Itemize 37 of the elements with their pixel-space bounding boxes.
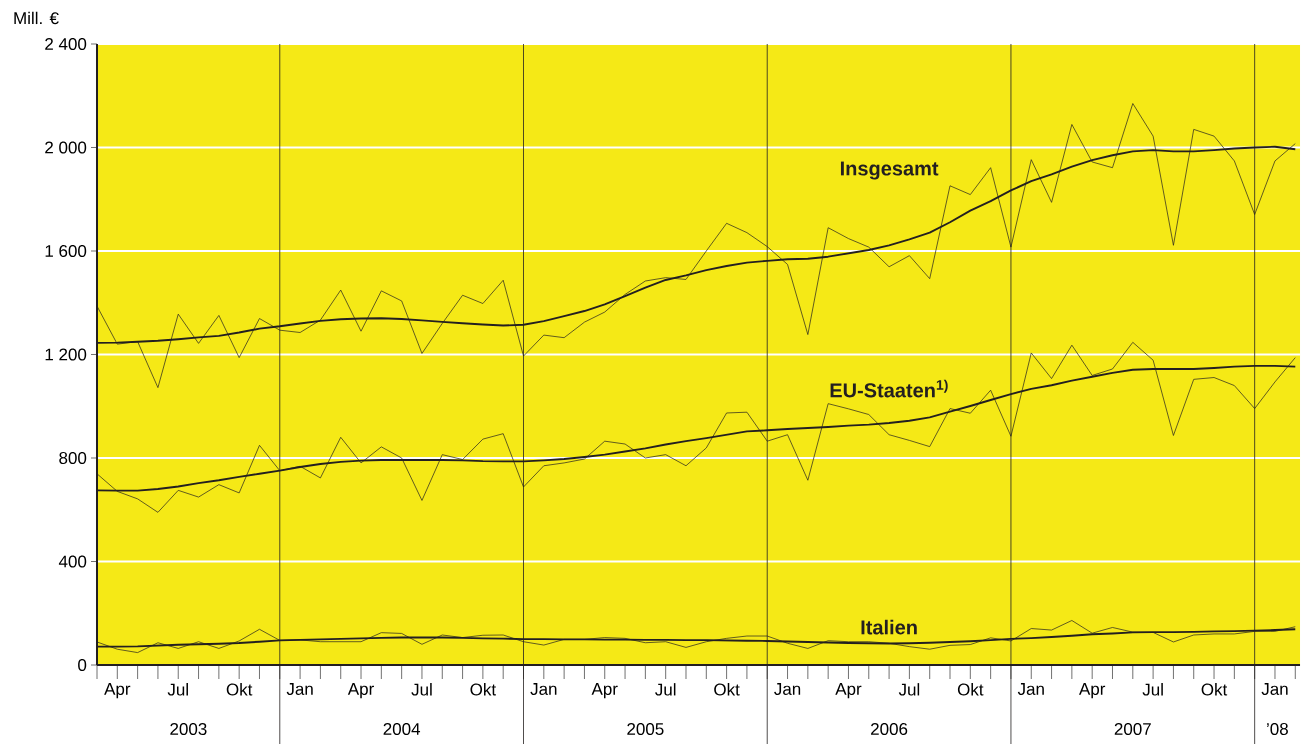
series-label: Italien	[861, 619, 917, 635]
x-tick-label: Jan	[774, 683, 801, 695]
x-tick-label: Jul	[411, 683, 432, 696]
text: 2006	[871, 722, 908, 736]
text: Insgesamt	[840, 161, 939, 180]
x-tick-label: Jul	[167, 683, 188, 696]
y-tick-label: 2 000	[45, 141, 87, 154]
y-tick-label: 400	[58, 555, 87, 568]
x-tick-label: Apr	[104, 683, 131, 699]
text: 2007	[1114, 722, 1151, 736]
x-tick-label: Jan	[1261, 683, 1288, 695]
text: 2005	[627, 722, 664, 736]
x-tick-label: Okt	[957, 683, 984, 696]
x-tick-label: Okt	[714, 683, 740, 696]
y-tick-label: 800	[59, 451, 87, 465]
y-tick-label: 2 400	[45, 37, 87, 51]
y-tick-label: 1 600	[45, 244, 87, 258]
x-tick-label: Jan	[286, 683, 313, 695]
y-tick-label: 0	[78, 658, 87, 672]
text: ’08	[1267, 722, 1288, 736]
x-tick-label: Okt	[226, 683, 253, 696]
text: 2003	[170, 722, 207, 736]
x-tick-label: Apr	[1078, 683, 1106, 699]
x-tick-label: Jan	[530, 683, 557, 695]
x-tick-label: Jan	[1017, 683, 1044, 695]
x-tick-label: Apr	[591, 683, 618, 699]
x-tick-label: Jul	[655, 683, 676, 696]
y-tick-label: 1 200	[45, 348, 87, 361]
x-tick-label: Okt	[470, 683, 496, 696]
series-label: EU-Staaten$^{1)}$	[830, 379, 948, 398]
x-tick-label: Apr	[835, 683, 862, 699]
x-tick-label: Jul	[898, 683, 920, 696]
x-tick-label: Jul	[1142, 683, 1163, 696]
text: 2004	[383, 722, 421, 736]
x-tick-label: Okt	[1201, 683, 1228, 696]
x-tick-label: Apr	[347, 683, 374, 699]
y-axis-title: Mill. €	[14, 11, 59, 25]
